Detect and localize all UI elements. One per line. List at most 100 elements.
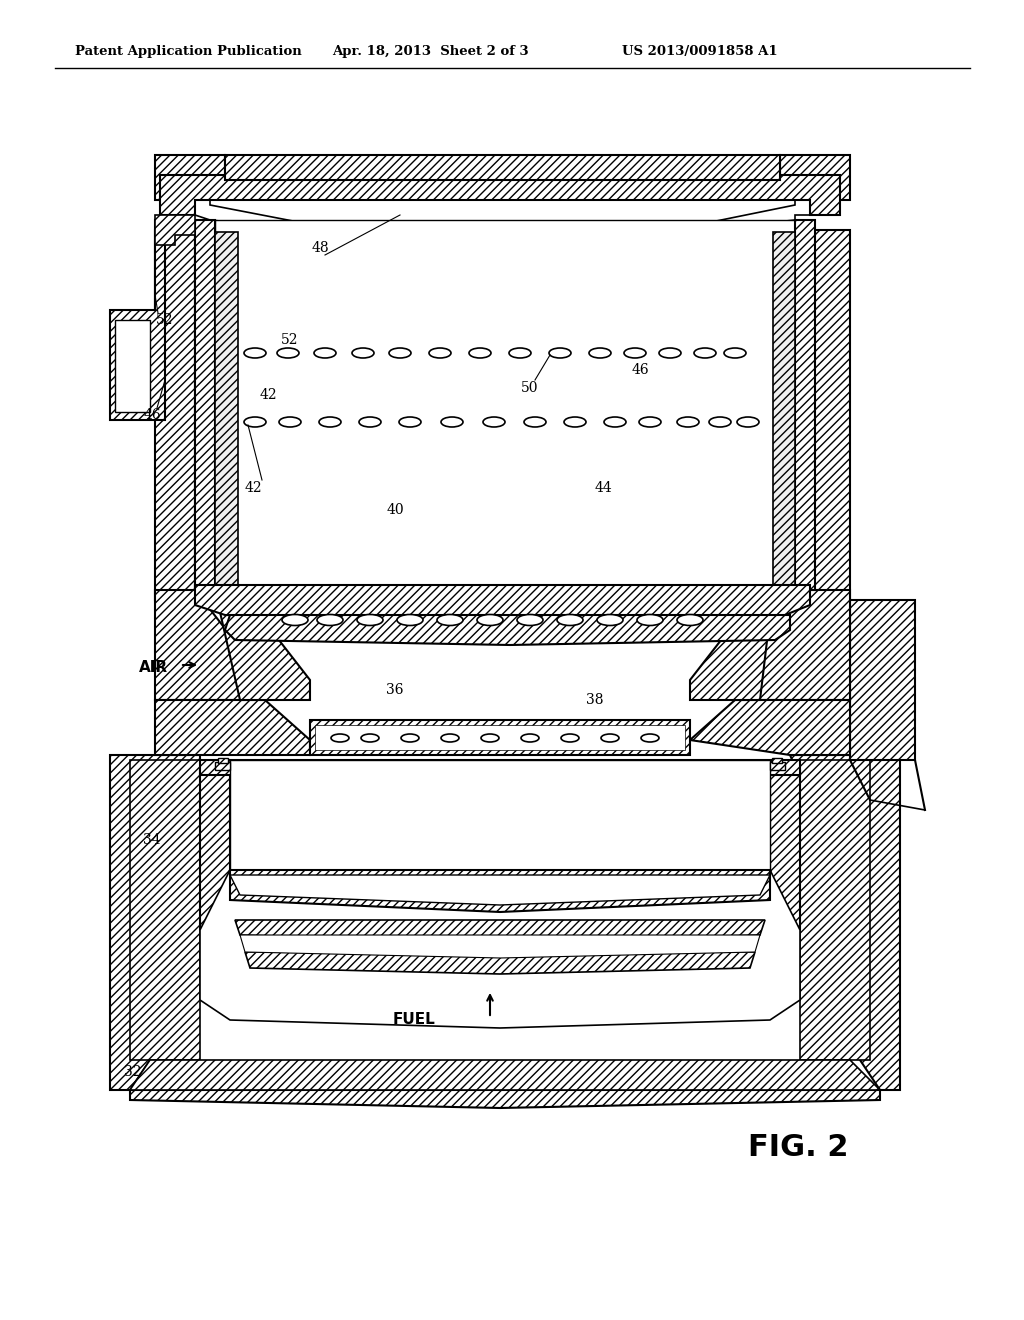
Ellipse shape	[441, 417, 463, 426]
Text: FIG. 2: FIG. 2	[748, 1134, 849, 1163]
Polygon shape	[795, 220, 815, 590]
Ellipse shape	[397, 615, 423, 626]
Polygon shape	[225, 615, 790, 645]
Text: AIR: AIR	[139, 660, 168, 676]
Ellipse shape	[597, 615, 623, 626]
Polygon shape	[200, 870, 800, 1028]
Ellipse shape	[361, 734, 379, 742]
Ellipse shape	[481, 734, 499, 742]
Text: Patent Application Publication: Patent Application Publication	[75, 45, 302, 58]
Ellipse shape	[401, 734, 419, 742]
Polygon shape	[215, 762, 230, 770]
Text: 42: 42	[244, 480, 262, 495]
Polygon shape	[690, 590, 773, 700]
Polygon shape	[130, 760, 200, 1060]
Polygon shape	[155, 700, 310, 755]
Ellipse shape	[278, 348, 299, 358]
Ellipse shape	[319, 417, 341, 426]
Ellipse shape	[524, 417, 546, 426]
Polygon shape	[310, 719, 690, 755]
Ellipse shape	[709, 417, 731, 426]
Ellipse shape	[389, 348, 411, 358]
Polygon shape	[215, 590, 310, 700]
Ellipse shape	[477, 615, 503, 626]
Polygon shape	[230, 870, 770, 912]
Ellipse shape	[279, 417, 301, 426]
Polygon shape	[200, 760, 800, 775]
Ellipse shape	[331, 734, 349, 742]
Ellipse shape	[601, 734, 618, 742]
Polygon shape	[155, 154, 225, 201]
Polygon shape	[115, 319, 150, 412]
Ellipse shape	[561, 734, 579, 742]
Text: Apr. 18, 2013  Sheet 2 of 3: Apr. 18, 2013 Sheet 2 of 3	[332, 45, 528, 58]
Ellipse shape	[624, 348, 646, 358]
Text: 52: 52	[157, 313, 174, 327]
Ellipse shape	[564, 417, 586, 426]
Ellipse shape	[437, 615, 463, 626]
Polygon shape	[215, 220, 795, 590]
Ellipse shape	[677, 417, 699, 426]
Polygon shape	[160, 176, 840, 215]
Polygon shape	[110, 220, 165, 420]
Ellipse shape	[469, 348, 490, 358]
Ellipse shape	[429, 348, 451, 358]
Polygon shape	[735, 590, 850, 700]
Polygon shape	[195, 585, 810, 622]
Text: 44: 44	[594, 480, 612, 495]
Text: 38: 38	[587, 693, 604, 708]
Polygon shape	[800, 760, 870, 1060]
Ellipse shape	[521, 734, 539, 742]
Text: 32: 32	[124, 1065, 141, 1078]
Text: FUEL: FUEL	[392, 1012, 435, 1027]
Text: 50: 50	[521, 381, 539, 395]
Polygon shape	[195, 201, 810, 249]
Polygon shape	[810, 230, 850, 601]
Polygon shape	[155, 215, 195, 246]
Polygon shape	[315, 725, 685, 750]
Polygon shape	[790, 755, 900, 1090]
Text: 46: 46	[631, 363, 649, 378]
Polygon shape	[200, 770, 230, 931]
Ellipse shape	[737, 417, 759, 426]
Ellipse shape	[314, 348, 336, 358]
Polygon shape	[770, 762, 785, 770]
Ellipse shape	[352, 348, 374, 358]
Polygon shape	[240, 935, 760, 958]
Ellipse shape	[483, 417, 505, 426]
Ellipse shape	[359, 417, 381, 426]
Ellipse shape	[517, 615, 543, 626]
Ellipse shape	[549, 348, 571, 358]
Text: 34: 34	[143, 833, 161, 847]
Polygon shape	[225, 154, 780, 180]
Polygon shape	[130, 1090, 880, 1107]
Polygon shape	[780, 154, 850, 201]
Polygon shape	[110, 755, 200, 1090]
Polygon shape	[234, 920, 765, 942]
Text: 46: 46	[143, 408, 161, 422]
Ellipse shape	[724, 348, 746, 358]
Text: 48: 48	[311, 242, 329, 255]
Polygon shape	[230, 875, 770, 906]
Ellipse shape	[589, 348, 611, 358]
Text: 40: 40	[386, 503, 403, 517]
Ellipse shape	[244, 417, 266, 426]
Ellipse shape	[557, 615, 583, 626]
Polygon shape	[230, 760, 770, 870]
Polygon shape	[772, 758, 782, 763]
Polygon shape	[773, 232, 795, 590]
Polygon shape	[245, 952, 755, 974]
Ellipse shape	[694, 348, 716, 358]
Polygon shape	[230, 605, 785, 616]
Ellipse shape	[677, 615, 703, 626]
Polygon shape	[690, 700, 850, 755]
Text: US 2013/0091858 A1: US 2013/0091858 A1	[622, 45, 777, 58]
Polygon shape	[155, 590, 265, 700]
Ellipse shape	[637, 615, 663, 626]
Polygon shape	[215, 232, 238, 590]
Text: 52: 52	[282, 333, 299, 347]
Ellipse shape	[604, 417, 626, 426]
Polygon shape	[155, 230, 195, 601]
Ellipse shape	[639, 417, 662, 426]
Ellipse shape	[509, 348, 531, 358]
